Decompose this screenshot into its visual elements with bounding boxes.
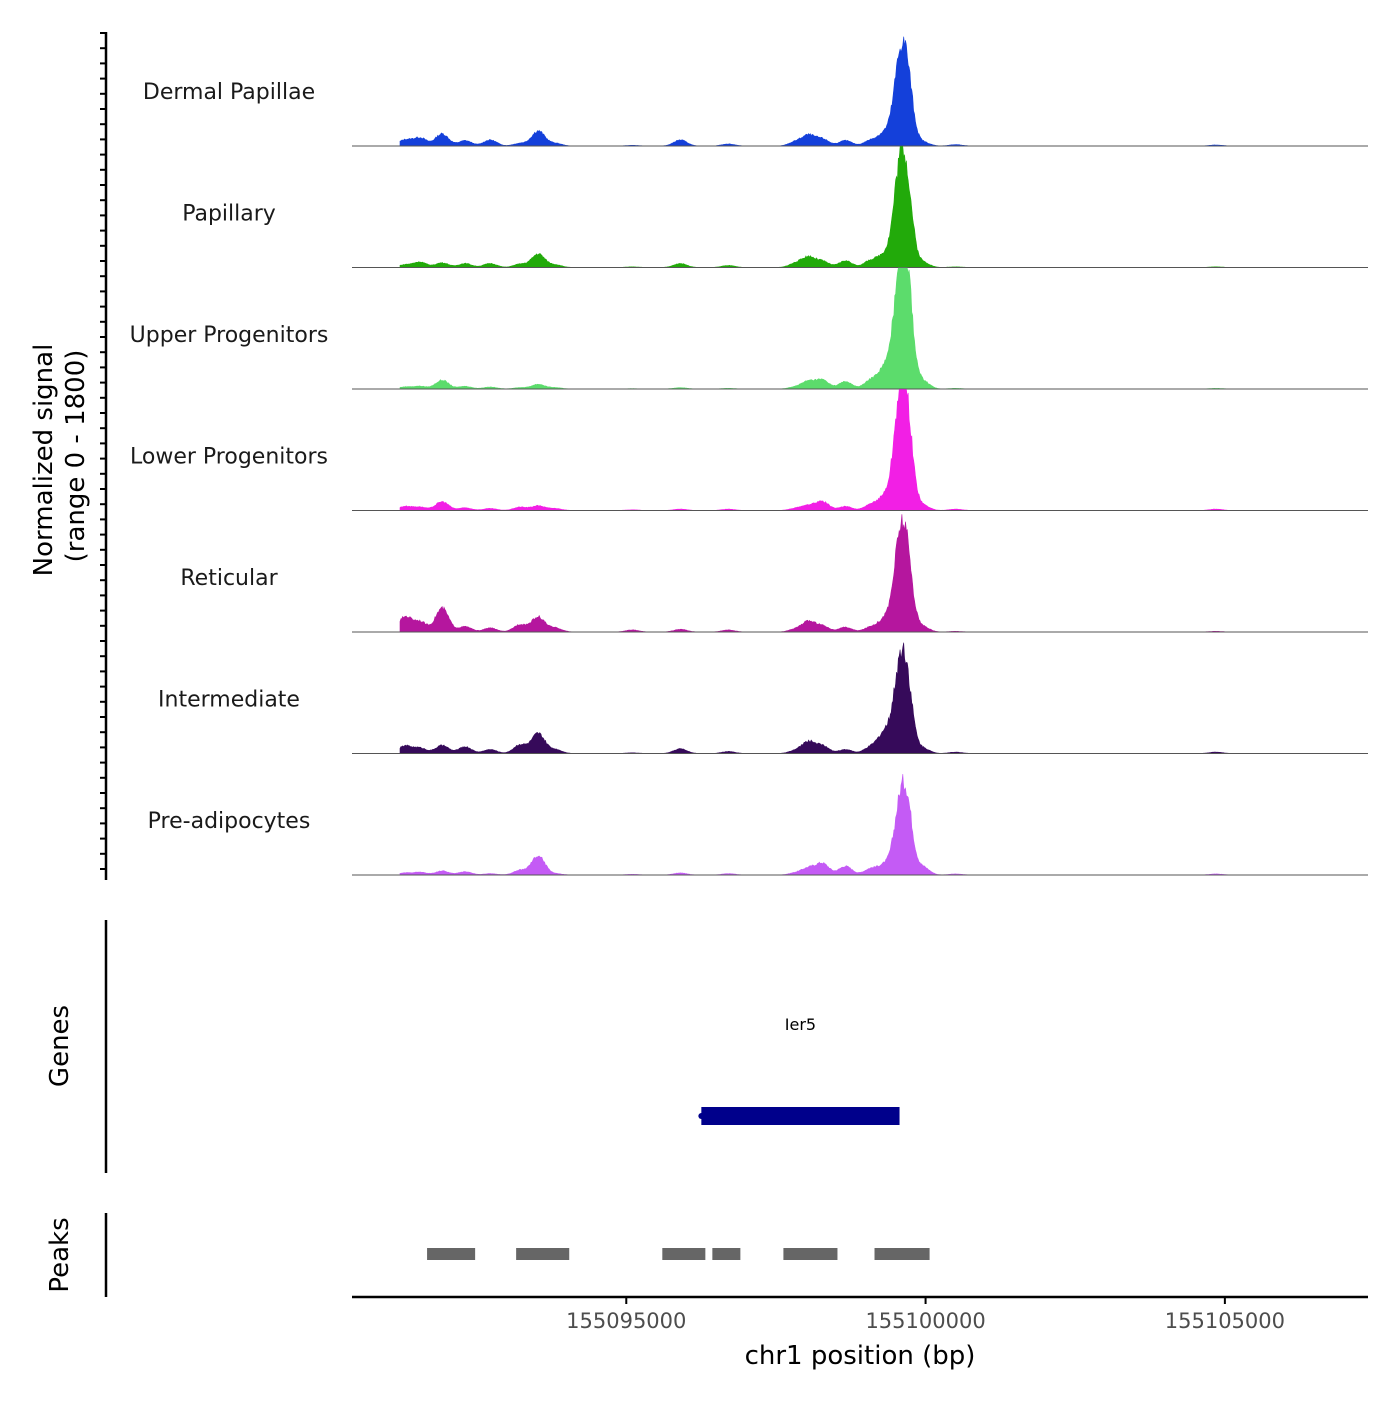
x-axis-ticks: 155095000 155100000 155105000 — [566, 1297, 1285, 1333]
track-lower-progenitors: Lower Progenitors — [130, 389, 1368, 511]
signal-y-ticks — [100, 32, 106, 870]
track-label: Papillary — [182, 202, 276, 227]
x-tick-label: 155100000 — [865, 1309, 985, 1333]
peaks-track — [427, 1248, 930, 1260]
x-axis-title: chr1 position (bp) — [745, 1341, 976, 1371]
track-label: Lower Progenitors — [130, 445, 328, 470]
track-papillary: Papillary — [182, 146, 1368, 268]
track-intermediate: Intermediate — [158, 642, 1368, 754]
peak-region — [427, 1248, 476, 1260]
peak-region — [712, 1248, 741, 1260]
y-axis-title: Normalized signal — [29, 344, 59, 577]
track-label: Dermal Papillae — [143, 80, 315, 105]
track-label: Reticular — [180, 566, 278, 591]
genes-track: Ier5 — [698, 1015, 900, 1125]
track-label: Intermediate — [158, 688, 300, 713]
x-tick-label: 155095000 — [566, 1309, 686, 1333]
coverage-area — [399, 773, 1345, 876]
track-label: Pre-adipocytes — [148, 809, 311, 834]
coverage-area — [399, 146, 1345, 268]
peaks-track-label: Peaks — [45, 1217, 75, 1292]
track-dermal-papillae: Dermal Papillae — [143, 36, 1368, 147]
coverage-area — [399, 267, 1345, 390]
gene-body — [701, 1107, 900, 1125]
track-reticular: Reticular — [180, 514, 1368, 633]
y-axis-range: (range 0 - 1800) — [61, 350, 91, 563]
coverage-area — [399, 389, 1345, 511]
genes-track-label: Genes — [45, 1005, 75, 1087]
peak-region — [874, 1248, 930, 1260]
track-label: Upper Progenitors — [130, 323, 329, 348]
coverage-area — [399, 36, 1345, 147]
coverage-area — [399, 642, 1345, 754]
track-pre-adipocytes: Pre-adipocytes — [148, 773, 1368, 876]
gene-strand-marker — [698, 1113, 705, 1119]
coverage-tracks: Dermal Papillae Papillary Upper Progenitor… — [130, 36, 1368, 876]
peak-region — [783, 1248, 838, 1260]
coverage-area — [399, 514, 1345, 633]
x-tick-label: 155105000 — [1165, 1309, 1285, 1333]
peak-region — [516, 1248, 570, 1260]
gene-label: Ier5 — [785, 1015, 816, 1034]
track-upper-progenitors: Upper Progenitors — [130, 267, 1368, 390]
peak-region — [662, 1248, 706, 1260]
